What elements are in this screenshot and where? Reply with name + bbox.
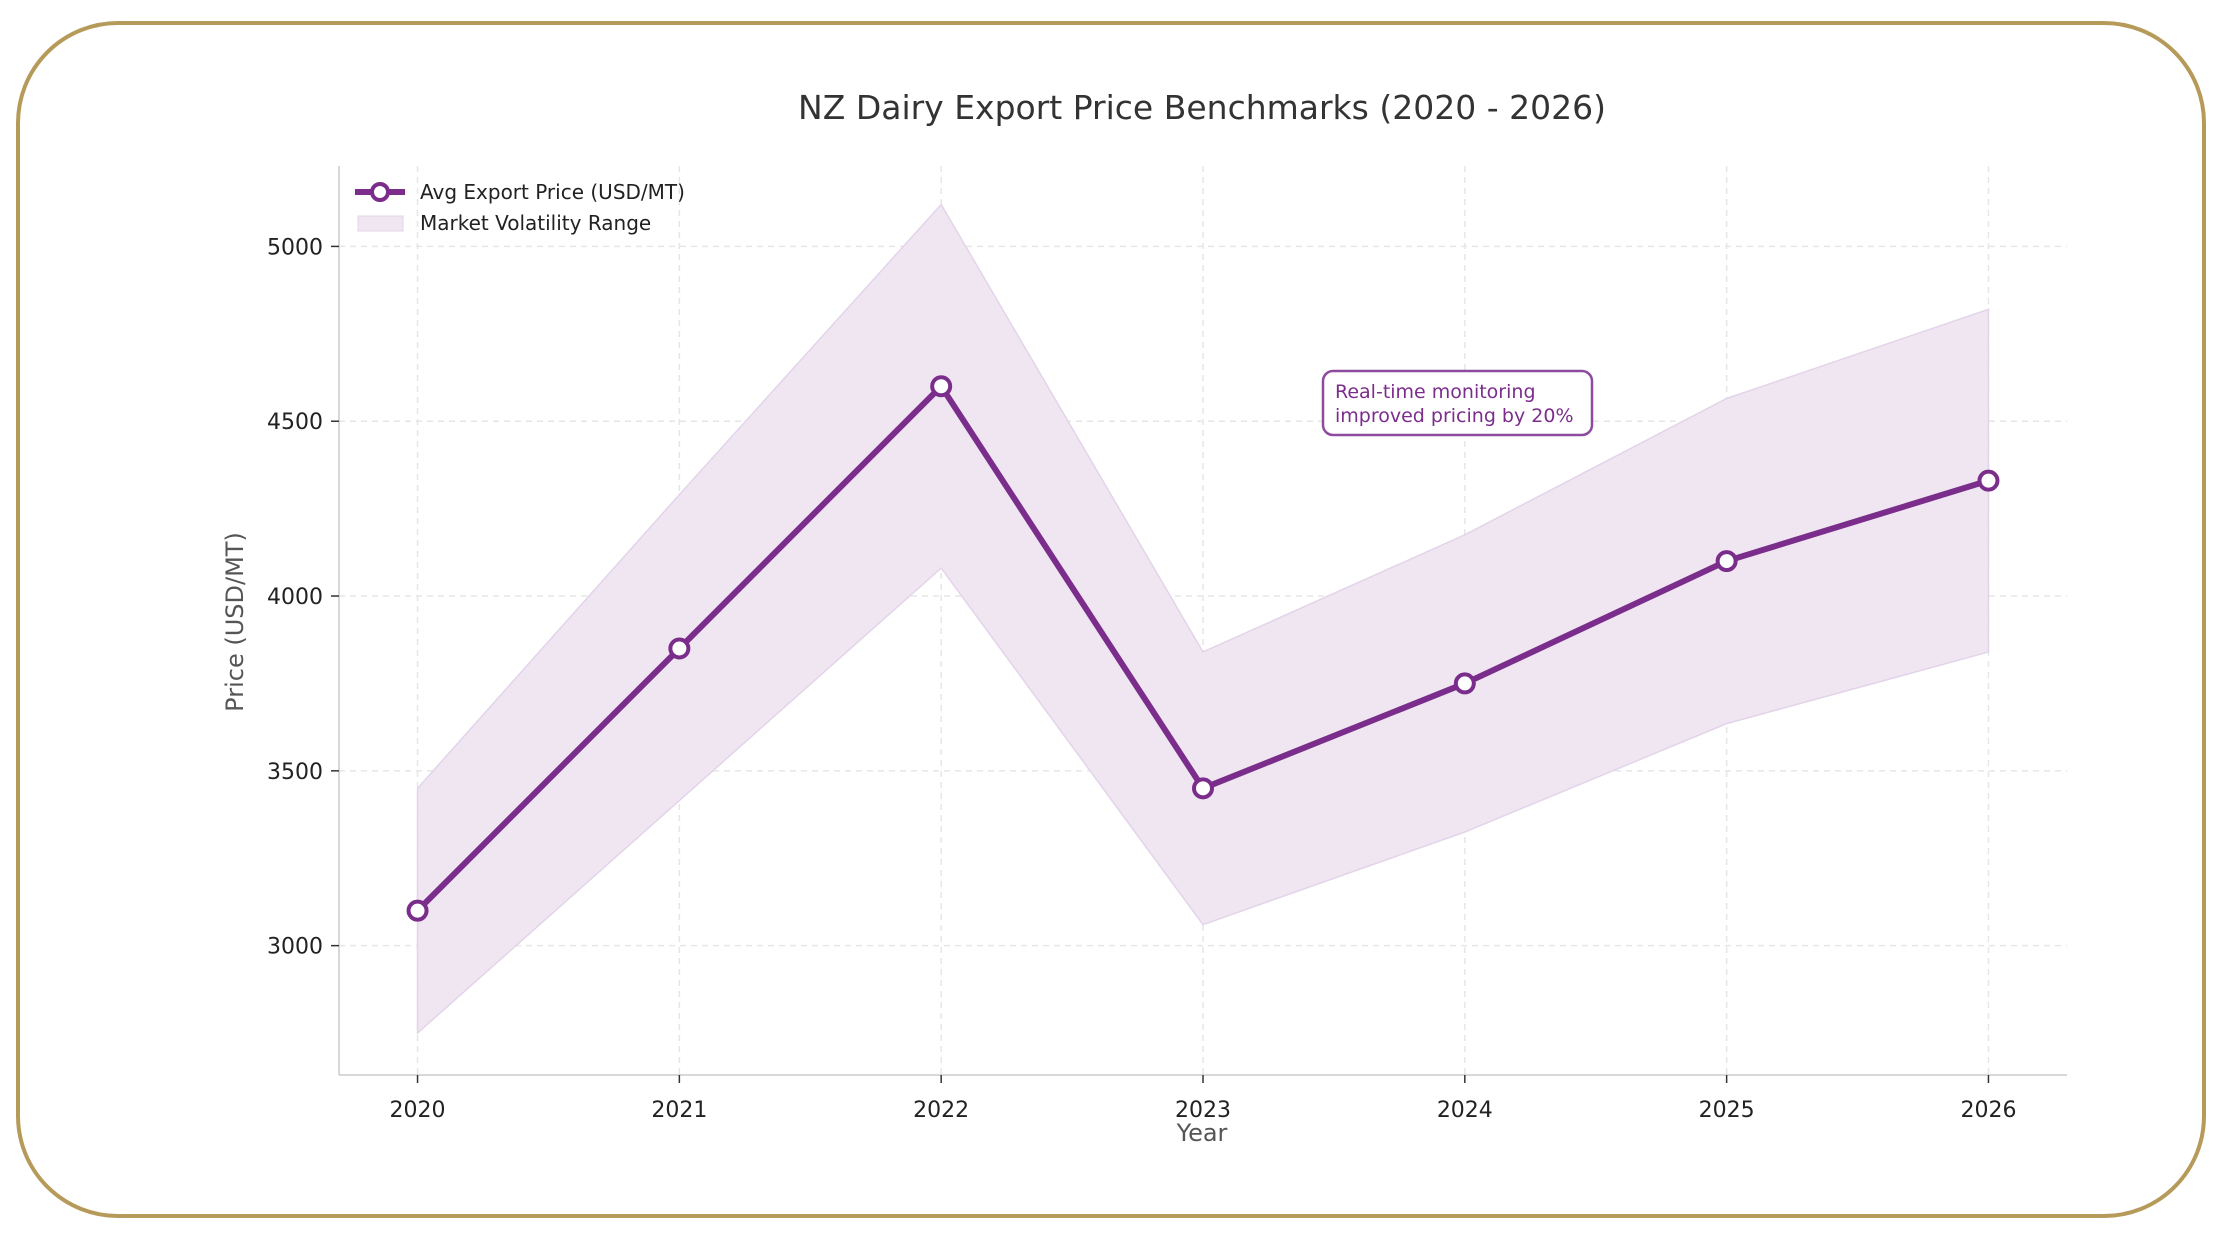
y-tick-label: 4000 xyxy=(267,585,323,610)
legend-label-price: Avg Export Price (USD/MT) xyxy=(420,180,685,204)
y-tick-label: 5000 xyxy=(267,235,323,260)
annotation-box xyxy=(1321,369,1594,437)
x-tick-label: 2023 xyxy=(1175,1098,1231,1123)
y-tick-label: 4500 xyxy=(267,410,323,435)
x-ticks: 2020 2021 2022 2023 2024 2025 2026 xyxy=(390,1075,2016,1123)
y-tick-label: 3000 xyxy=(267,935,323,960)
data-point-2025[interactable] xyxy=(1715,550,1738,573)
x-tick-label: 2022 xyxy=(913,1098,969,1123)
legend-item-band[interactable]: Market Volatility Range xyxy=(357,211,651,235)
x-tick-label: 2021 xyxy=(651,1098,707,1123)
x-tick-label: 2024 xyxy=(1437,1098,1493,1123)
data-point-2024[interactable] xyxy=(1453,672,1476,695)
data-point-2023[interactable] xyxy=(1192,777,1214,800)
data-point-2020[interactable] xyxy=(406,899,429,922)
y-tick-label: 3500 xyxy=(267,760,323,785)
data-point-2026[interactable] xyxy=(1977,469,2000,492)
x-tick-label: 2020 xyxy=(390,1098,446,1123)
x-tick-label: 2025 xyxy=(1699,1098,1755,1123)
legend: Avg Export Price (USD/MT) Market Volatil… xyxy=(355,180,685,235)
price-points xyxy=(406,375,2000,922)
volatility-band xyxy=(416,203,1990,1035)
chart-title: NZ Dairy Export Price Benchmarks (2020 -… xyxy=(798,88,1606,127)
x-tick-label: 2026 xyxy=(1960,1098,2016,1123)
annotation-line-2: improved pricing by 20% xyxy=(1335,405,1574,427)
legend-item-price[interactable]: Avg Export Price (USD/MT) xyxy=(355,180,685,204)
annotation-line-1: Real-time monitoring xyxy=(1335,381,1536,403)
annotation: Real-time monitoring improved pricing by… xyxy=(1321,369,1594,437)
legend-marker-icon xyxy=(370,182,390,202)
x-axis-label: Year xyxy=(1176,1119,1228,1147)
data-point-2021[interactable] xyxy=(668,637,691,660)
y-axis-label: Price (USD/MT) xyxy=(221,532,249,712)
legend-label-band: Market Volatility Range xyxy=(420,211,651,235)
legend-band-swatch xyxy=(357,215,404,232)
y-ticks: 3000 3500 4000 4500 5000 xyxy=(267,235,339,960)
data-point-2022[interactable] xyxy=(930,375,953,398)
